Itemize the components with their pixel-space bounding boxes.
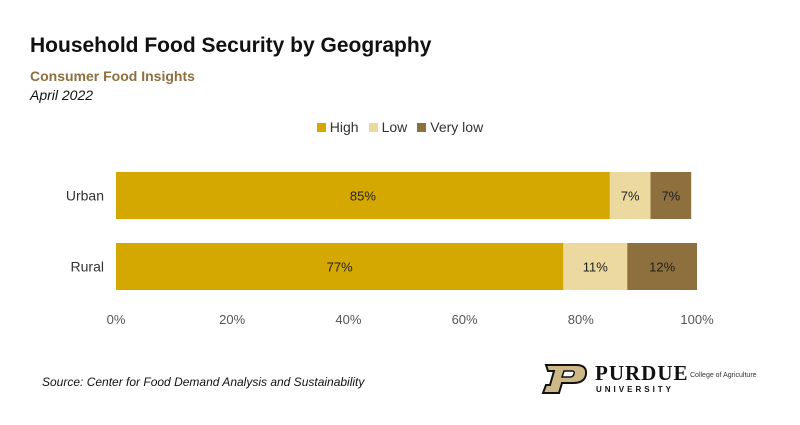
legend-item-low: Low (368, 119, 408, 135)
logo-wordmark: PURDUE (595, 361, 689, 385)
chart-date: April 2022 (30, 87, 94, 103)
legend-swatch-low (368, 122, 378, 132)
bar-rural-very-low (627, 243, 697, 290)
x-tick-label: 0% (107, 312, 126, 327)
legend-item-very-low: Very low (417, 119, 483, 135)
x-tick-label: 20% (219, 312, 245, 327)
x-tick-label: 80% (568, 312, 594, 327)
bar-urban-very-low (650, 172, 692, 219)
bar-urban-low (609, 172, 651, 219)
legend-swatch-very-low (417, 122, 427, 132)
purdue-logo: PURDUE UNIVERSITY College of Agriculture (540, 360, 780, 400)
category-label-rural: Rural (71, 259, 104, 275)
data-label-urban-very-low: 7% (661, 189, 680, 204)
bar-rural-high (116, 243, 564, 290)
source-note: Source: Center for Food Demand Analysis … (42, 375, 365, 389)
stacked-bar-chart: Urban 85% 7% 7% Rural 77% 11% 12% 0% 20% 40% 60% 80%… (66, 172, 714, 327)
data-label-rural-high: 77% (327, 260, 353, 275)
x-tick-label: 60% (452, 312, 478, 327)
category-label-urban: Urban (66, 188, 104, 204)
data-label-rural-very-low: 12% (649, 260, 675, 275)
legend-item-high: High (316, 119, 359, 135)
bar-urban-high (116, 172, 610, 219)
data-label-urban-low: 7% (621, 189, 640, 204)
purdue-p-icon (541, 364, 588, 394)
chart-title: Household Food Security by Geography (30, 34, 432, 57)
bar-rural-low (563, 243, 628, 290)
data-label-rural-low: 11% (583, 260, 608, 275)
x-tick-label: 100% (680, 312, 714, 327)
logo-university: UNIVERSITY (596, 385, 675, 394)
x-tick-label: 40% (335, 312, 361, 327)
legend-label-very-low: Very low (430, 119, 484, 135)
legend-label-high: High (329, 119, 359, 135)
legend-swatch-high (316, 122, 326, 132)
chart-subtitle: Consumer Food Insights (30, 68, 195, 84)
logo-college: College of Agriculture (690, 372, 757, 379)
chart-legend: High Low Very low (0, 119, 800, 135)
data-label-urban-high: 85% (350, 189, 376, 204)
legend-label-low: Low (381, 119, 408, 135)
